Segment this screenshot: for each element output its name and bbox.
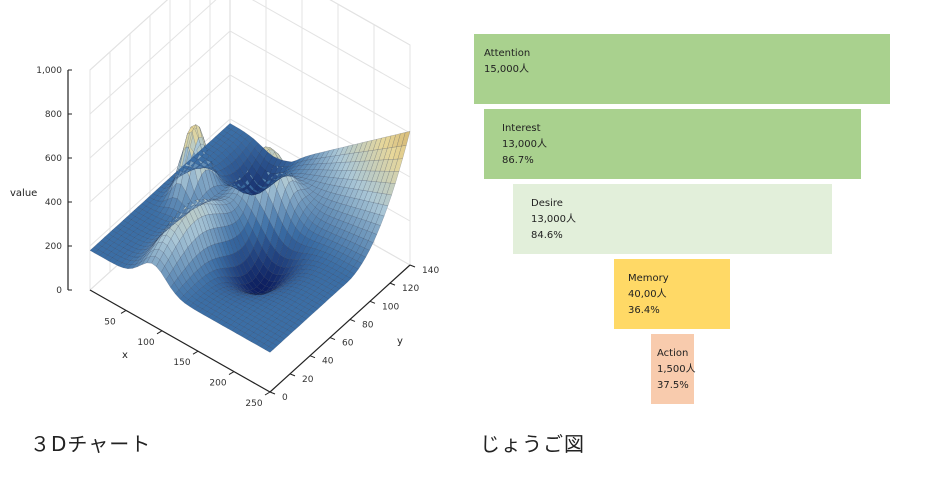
x-axis-line — [89, 289, 271, 393]
y-tick-label: 80 — [362, 320, 374, 330]
funnel-stage-value: 1,500人 — [657, 364, 696, 375]
x-tick — [192, 350, 199, 355]
z-gridline — [89, 0, 411, 115]
y-tick — [349, 318, 356, 322]
funnel-stage-value: 15,000人 — [484, 64, 529, 75]
x-tick-label: 250 — [245, 399, 262, 409]
x-axis-title: x — [122, 350, 128, 361]
z-gridline — [89, 74, 411, 203]
funnel-stage-label: Attention — [484, 48, 531, 59]
x-tick — [264, 391, 271, 396]
funnel-stage-label: Desire — [531, 198, 563, 209]
z-gridline — [89, 0, 411, 71]
funnel-stage-label: Interest — [502, 123, 541, 134]
funnel-stage-memory: Memory 40,00人 36.4% — [614, 259, 730, 329]
z-tick-label: 0 — [56, 286, 62, 296]
y-tick — [329, 337, 336, 341]
y-tick-label: 60 — [342, 339, 354, 349]
y-tick — [309, 355, 316, 359]
caption-3d-chart: ３Dチャート — [30, 432, 152, 456]
funnel-stage-value: 40,00人 — [628, 289, 667, 300]
funnel-stage-desire: Desire 13,000人 84.6% — [513, 184, 832, 254]
y-axis-line — [269, 264, 411, 393]
y-tick — [269, 391, 276, 395]
z-tick-label: 600 — [45, 154, 62, 164]
funnel-stage-action: Action 1,500人 37.5% — [651, 334, 696, 404]
z-tick-label: 200 — [45, 242, 62, 252]
surface-3d-chart: 0 200 400 600 800 1,000 value 50 100 150 200 250 x 0 2… — [10, 0, 439, 409]
y-tick — [409, 264, 416, 268]
y-tick-label: 120 — [402, 284, 419, 294]
funnel-stage-interest: Interest 13,000人 86.7% — [484, 109, 861, 179]
y-tick-label: 140 — [422, 266, 439, 276]
funnel-stage-value: 13,000人 — [502, 139, 547, 150]
chart-axes: 0 200 400 600 800 1,000 value 50 100 150 200 250 x 0 2… — [10, 66, 439, 409]
z-axis-title: value — [10, 188, 37, 199]
funnel-stage-value: 13,000人 — [531, 214, 576, 225]
surface-plot — [89, 123, 411, 353]
x-tick — [228, 371, 235, 376]
x-tick-label: 200 — [209, 379, 226, 389]
funnel-stage-attention: Attention 15,000人 — [474, 34, 890, 104]
funnel-stage-percent: 84.6% — [531, 230, 563, 241]
z-tick-label: 400 — [45, 198, 62, 208]
y-tick — [289, 373, 296, 377]
funnel-stage-percent: 37.5% — [657, 380, 689, 391]
x-tick-label: 100 — [137, 338, 154, 348]
x-tick-label: 150 — [173, 358, 190, 368]
funnel-stage-label: Action — [657, 348, 689, 359]
surface-cell — [401, 131, 411, 147]
caption-funnel-chart: じょうご図 — [480, 432, 585, 456]
x-tick — [120, 309, 127, 314]
y-tick-label: 0 — [282, 393, 288, 403]
y-tick-label: 20 — [302, 375, 314, 385]
y-tick — [389, 282, 396, 286]
funnel-stage-percent: 86.7% — [502, 155, 534, 166]
z-tick-label: 1,000 — [36, 66, 62, 76]
x-tick-label: 50 — [104, 317, 116, 327]
y-axis-title: y — [397, 336, 403, 347]
funnel-stage-percent: 36.4% — [628, 305, 660, 316]
funnel-stage-label: Memory — [628, 273, 669, 284]
x-tick — [156, 330, 163, 335]
y-tick-label: 40 — [322, 357, 334, 367]
y-tick-label: 100 — [382, 302, 399, 312]
z-tick-label: 800 — [45, 110, 62, 120]
z-gridline — [89, 30, 411, 159]
y-tick — [369, 300, 376, 304]
